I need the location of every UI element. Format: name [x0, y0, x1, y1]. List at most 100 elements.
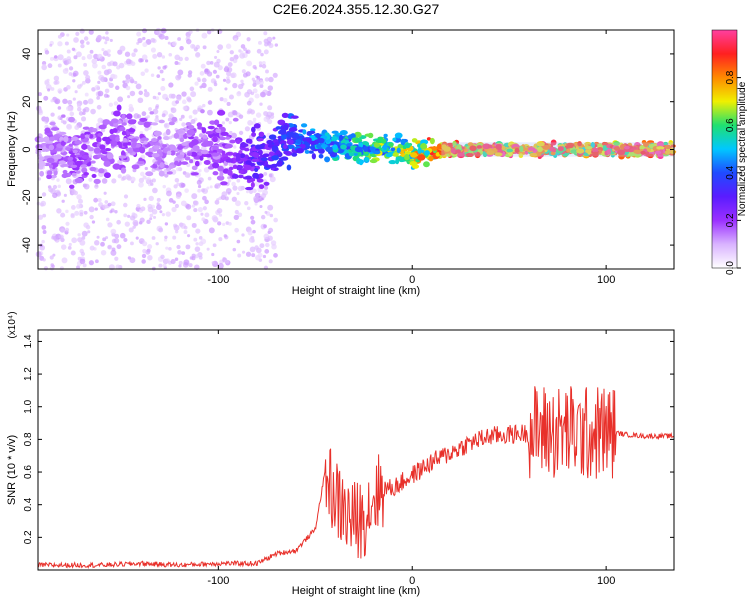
spectrogram-noise-point	[82, 263, 87, 268]
spectrogram-point	[66, 172, 72, 178]
spectrogram-point	[115, 136, 120, 142]
spectrogram-point	[566, 144, 574, 149]
spectrogram-point	[220, 181, 228, 186]
spectrogram-point	[508, 151, 513, 157]
spectrogram-noise-point	[100, 249, 107, 256]
spectrogram-noise-point	[71, 237, 78, 244]
spectrogram-point	[229, 139, 237, 144]
spectrogram-noise-point	[79, 258, 86, 265]
spectrogram-noise-point	[178, 56, 183, 62]
spectrogram-noise-point	[107, 202, 112, 207]
spectrogram-point	[69, 184, 75, 189]
spectrogram-noise-point	[174, 203, 180, 209]
spectrogram-noise-point	[201, 82, 207, 89]
spectrogram-point	[295, 139, 302, 145]
spectrogram-noise-point	[238, 114, 244, 119]
spectrogram-point	[212, 171, 219, 176]
spectrogram-point	[219, 171, 224, 177]
spectrogram-noise-point	[144, 68, 149, 73]
spectrogram-point	[494, 152, 503, 157]
spectrogram-point	[664, 149, 671, 155]
spectrogram-point	[58, 131, 67, 135]
spectrogram-point	[44, 127, 51, 134]
spectrogram-point	[317, 148, 325, 154]
spectrogram-point	[286, 138, 294, 146]
spectrogram-noise-point	[166, 190, 172, 197]
spectrogram-point	[354, 131, 362, 138]
spectrogram-point	[308, 150, 314, 154]
spectrogram-point	[592, 147, 599, 153]
spectrogram-point	[208, 150, 214, 154]
snr-xtick-label: 100	[597, 575, 615, 587]
spectrogram-noise-point	[96, 96, 100, 100]
colorbar-tick-label: 0.4	[725, 165, 736, 179]
spectrogram-noise-point	[267, 85, 274, 91]
spectrogram-noise-point	[213, 82, 218, 87]
spectrogram-noise-point	[95, 183, 99, 187]
spectrogram-point	[514, 148, 520, 153]
spectrogram-noise-point	[43, 266, 49, 271]
spectrogram-noise-point	[145, 249, 151, 255]
spectrogram-point	[640, 150, 646, 155]
spectrogram-noise-point	[197, 188, 202, 193]
spectrogram-noise-point	[61, 257, 68, 264]
spectrogram-noise-point	[165, 258, 170, 264]
spectrogram-point	[283, 150, 289, 155]
spectrogram-point	[190, 151, 198, 157]
spectrogram-point	[176, 130, 184, 134]
spectrogram-point	[411, 138, 418, 143]
spectrogram-point	[324, 156, 331, 163]
spectrogram-noise-point	[215, 74, 220, 79]
spectrogram-noise-point	[89, 49, 94, 54]
spectrogram-noise-point	[158, 263, 163, 268]
spectrogram-noise-point	[259, 64, 263, 68]
spectrogram-point	[235, 139, 241, 145]
spectrogram-point	[212, 162, 220, 169]
spectrogram-noise-point	[252, 64, 257, 69]
spectrogram-point	[423, 161, 430, 168]
spectrogram-noise-point	[224, 65, 229, 70]
spectrogram-point	[49, 121, 56, 126]
spectrogram-noise-point	[195, 242, 199, 246]
spectrogram-point	[173, 132, 180, 139]
spectrogram-point	[404, 154, 410, 161]
spectrogram-point	[397, 143, 404, 149]
spectrogram-point	[277, 119, 286, 126]
spectrogram-noise-point	[246, 60, 253, 67]
spectrogram-noise-point	[201, 77, 207, 83]
spectrogram-noise-point	[107, 81, 111, 85]
spectrogram-noise-point	[196, 77, 201, 81]
spectrogram-point	[90, 160, 96, 164]
spectrogram-noise-point	[50, 87, 55, 91]
spectrogram-noise-point	[155, 242, 159, 246]
spectrogram-noise-point	[268, 259, 273, 264]
spectrogram-noise-point	[200, 188, 206, 193]
spectrogram-noise-point	[185, 204, 192, 210]
spectrogram-noise-point	[57, 88, 63, 94]
spectrogram-noise-point	[164, 123, 168, 128]
spectrogram-point	[118, 155, 127, 159]
spectrogram-noise-point	[131, 212, 136, 217]
spectrogram-noise-point	[186, 215, 192, 221]
spectrogram-point	[332, 144, 338, 150]
spectrogram-point	[239, 153, 246, 159]
spectrogram-noise-point	[164, 235, 168, 239]
snr-series-line	[37, 386, 675, 570]
spectrogram-point	[38, 161, 46, 167]
spectrogram-noise-point	[65, 209, 69, 214]
spectrogram-noise-point	[38, 153, 42, 157]
spectrogram-point	[647, 153, 654, 159]
spectrogram-point	[181, 142, 188, 146]
spectrogram-point	[121, 113, 126, 120]
spectrogram-point	[164, 164, 169, 169]
spectrogram-point	[111, 140, 118, 147]
spectrogram-noise-point	[74, 90, 78, 94]
spectrogram-noise-point	[250, 215, 255, 220]
spectrogram-noise-point	[272, 36, 276, 40]
spectrogram-noise-point	[52, 192, 58, 199]
spectrogram-noise-point	[148, 107, 152, 112]
spectrogram-noise-point	[89, 245, 95, 251]
spectrogram-noise-point	[138, 58, 143, 63]
spectrogram-noise-point	[176, 167, 180, 172]
